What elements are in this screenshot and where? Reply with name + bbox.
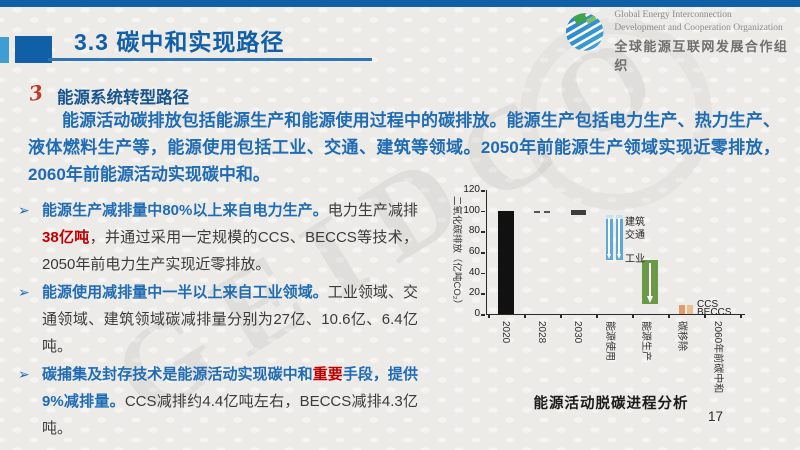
org-name-en-line1: Global Energy Interconnection (614, 10, 732, 20)
chart-x-axis-label: 碳移除 (676, 321, 687, 351)
chart-bar-energy-use (615, 214, 623, 261)
intro-paragraph: 能源活动碳排放包括能源生产和能源使用过程中的碳排放。能源生产包括电力生产、热力生… (28, 111, 780, 184)
bullet-list: ➢ 能源生产减排量中80%以上来自电力生产。电力生产减排 38亿吨，并通过采用一定规… (18, 197, 418, 443)
chart-x-tick-mark (560, 314, 562, 318)
chart-y-tick-label: 100 (463, 204, 480, 216)
bullet-item: ➢ 能源使用减排量中一半以上来自工业领域。工业领域、交通领域、建筑领域碳减排量分别… (18, 279, 418, 360)
chart-bar-carbon-removal (679, 304, 685, 314)
chart-x-tick-mark (740, 314, 742, 318)
chart-plot-area (486, 190, 745, 315)
bullet-arrow-icon: ➢ (18, 366, 30, 382)
chart-x-tick-mark (524, 314, 526, 318)
chart-peak-dash (534, 210, 540, 214)
chart-annotation: 建筑 (625, 216, 645, 228)
bullet-text-segment: CCS减排约4.4亿吨左右，BECCS减排4.3亿吨。 (42, 393, 418, 437)
chart-x-axis-label: 2028 (536, 321, 547, 344)
chart-bar-energy-production (642, 260, 658, 304)
chart-y-tick-mark (481, 190, 485, 192)
chart-x-axis-label: 2020 (500, 321, 511, 344)
chart-annotation: 交通 (625, 230, 645, 242)
org-name-cn: 全球能源互联网发展合作组织 (614, 39, 789, 73)
chart-annotation: CCS (697, 298, 719, 310)
bullet-text-segment: 能源使用减排量中一半以上来自工业领域。 (42, 284, 328, 301)
top-blue-strip (0, 0, 800, 7)
chart-y-tick-mark (481, 272, 485, 275)
bullet-text-segment: ，并通过采用一定规模的CCS、BECCS等技术，2050年前电力生产实现近零排放… (42, 229, 418, 273)
chart-x-tick-mark (596, 314, 598, 318)
chart-y-tick-label: 0 (474, 308, 480, 319)
chart-y-tick-mark (481, 293, 485, 295)
org-logo: Global Energy Interconnection Developmen… (562, 9, 800, 74)
org-name-en-line2: Development and Cooperation Organization (614, 22, 783, 33)
section-heading: 能源系统转型路径 (57, 89, 189, 107)
globe-icon (565, 13, 604, 51)
chart-x-tick-mark (488, 314, 490, 318)
section-number-icon: 3 (27, 80, 45, 106)
chart-caption: 能源活动脱碳进程分析 (533, 396, 689, 412)
chart-x-tick-mark (668, 314, 670, 318)
bullet-text-segment: 重要 (312, 366, 343, 383)
chart-y-tick-label: 40 (468, 266, 480, 278)
bullet-text-segment: 手段，提供9%减排量。 (42, 366, 418, 410)
chart-bar-energy-use (605, 214, 613, 261)
chart-bar (570, 210, 586, 215)
chart-y-tick-mark (481, 252, 485, 254)
chart-y-tick-label: 60 (468, 246, 480, 257)
bullet-arrow-icon: ➢ (18, 284, 30, 300)
chart-x-axis-label: 能源使用 (604, 321, 615, 361)
chart-peak-dash (544, 210, 550, 214)
chart-y-tick-label: 20 (468, 287, 480, 299)
title-accent-square-light (0, 37, 9, 63)
chart-annotation: 工业 (625, 254, 645, 266)
bullet-text-segment: 碳捕集及封存技术是能源活动实现碳中和 (42, 366, 313, 383)
bullet-item: ➢ 碳捕集及封存技术是能源活动实现碳中和重要手段，提供9%减排量。CCS减排约4.… (18, 361, 418, 442)
decarbonization-chart: 二氧化碳排放（亿吨CO₂） 能源活动脱碳进程分析 0 20 40 60 80 100 120… (450, 184, 772, 436)
chart-y-tick-mark (481, 210, 485, 213)
chart-y-tick-label: 120 (463, 184, 480, 195)
bullet-text-segment: 能源生产减排量中80%以上来自电力生产。 (42, 202, 328, 219)
bullet-item: ➢ 能源生产减排量中80%以上来自电力生产。电力生产减排 38亿吨，并通过采用一定规… (18, 197, 418, 278)
chart-x-tick-mark (632, 314, 634, 318)
chart-bar-carbon-removal (687, 304, 693, 314)
bullet-text-segment: 工业领域、交通领域、建筑领域碳减排量分别为27亿、10.6亿、6.4亿吨。 (42, 284, 418, 355)
title-underline (48, 58, 372, 61)
chart-x-tick-mark (704, 314, 706, 318)
chart-y-tick-label: 80 (468, 225, 480, 237)
bullet-arrow-icon: ➢ (18, 202, 30, 218)
chart-x-axis-label: 2030 (572, 321, 583, 344)
title-accent-square-dark (15, 36, 52, 63)
bullet-text-segment: 电力生产减排 (327, 202, 418, 219)
chart-y-tick-mark (481, 314, 485, 316)
chart-bar (498, 210, 514, 314)
chart-y-tick-mark (481, 231, 485, 233)
chart-x-axis-label: 能源生产 (640, 321, 651, 361)
page-title: 3.3 碳中和实现路径 (74, 29, 285, 55)
chart-annotation: BECCS (697, 306, 732, 318)
bullet-text-segment: 38亿吨 (42, 229, 90, 246)
page-number: 17 (708, 409, 724, 424)
chart-x-axis-label: 2060年前碳中和 (712, 321, 723, 394)
